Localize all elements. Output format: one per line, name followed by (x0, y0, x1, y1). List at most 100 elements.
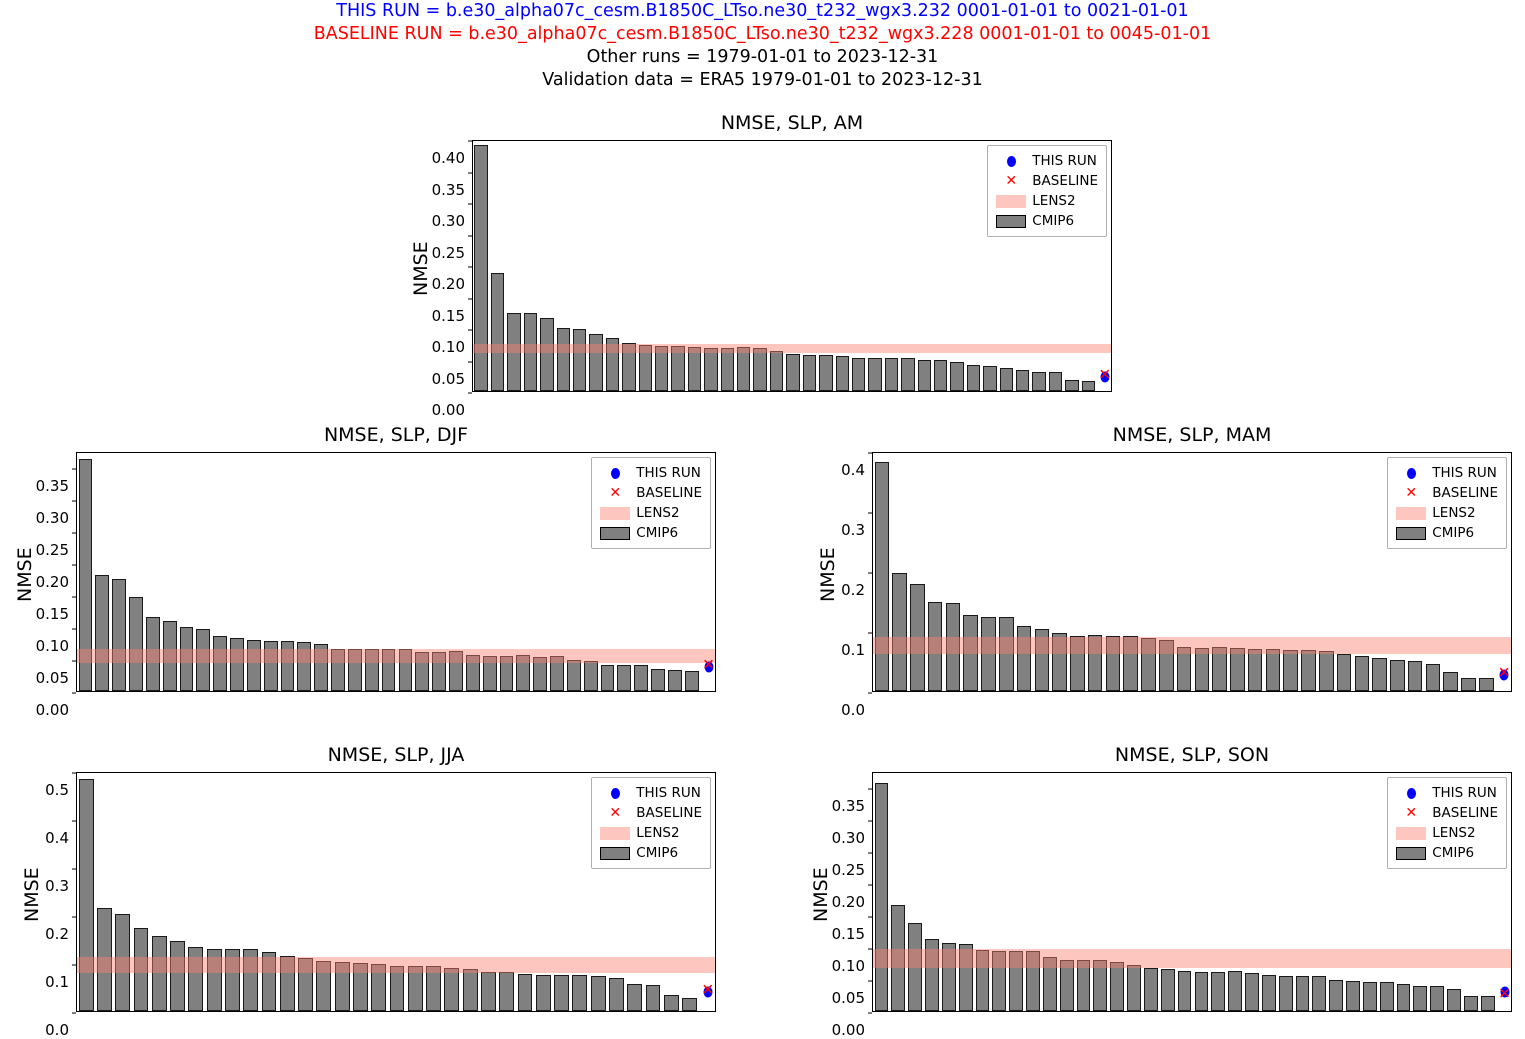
legend-item-lens2[interactable]: LENS2 (598, 503, 702, 523)
cmip6-bar (507, 312, 521, 391)
cmip6-bar (1123, 636, 1139, 691)
y-tick-mark (868, 572, 872, 574)
cmip6-bar (371, 964, 387, 1011)
gray-bar-swatch (598, 846, 632, 860)
legend-item-this-run[interactable]: THIS RUN (598, 463, 702, 483)
cmip6-bar (945, 603, 961, 691)
legend-label: BASELINE (1032, 173, 1098, 189)
y-axis-label-djf: NMSE (14, 547, 36, 602)
cmip6-bar (261, 952, 277, 1011)
y-tick-label: 0.05 (431, 369, 465, 388)
cmip6-bar (566, 660, 581, 691)
legend-label: THIS RUN (1432, 465, 1497, 481)
cmip6-bar (835, 355, 849, 391)
cmip6-bar (802, 355, 817, 391)
cmip6-bar (1312, 976, 1327, 1011)
legend-item-this-run[interactable]: THIS RUN (1394, 783, 1498, 803)
cmip6-bar (1016, 625, 1032, 691)
legend-item-lens2[interactable]: LENS2 (1394, 823, 1498, 843)
cmip6-bar (426, 966, 442, 1011)
legend-item-baseline[interactable]: ✕ BASELINE (994, 171, 1098, 191)
cmip6-bars-djf (77, 453, 715, 691)
pink-band-swatch (1394, 826, 1428, 840)
legend-item-cmip6[interactable]: CMIP6 (994, 211, 1098, 231)
cmip6-bar (145, 616, 160, 691)
plot-area-mam: ✕ THIS RUN ✕ BASELINE LENS2 CMIP6 (872, 452, 1512, 692)
cmip6-bar (1211, 971, 1226, 1011)
legend-item-cmip6[interactable]: CMIP6 (598, 843, 702, 863)
legend-jja: THIS RUN ✕ BASELINE LENS2 CMIP6 (591, 777, 711, 869)
cmip6-bar (490, 273, 505, 391)
cmip6-bar (933, 360, 948, 391)
y-tick-mark (72, 564, 76, 566)
cmip6-bar (617, 665, 632, 691)
legend-son: THIS RUN ✕ BASELINE LENS2 CMIP6 (1387, 777, 1507, 869)
legend-item-baseline[interactable]: ✕ BASELINE (598, 483, 702, 503)
cmip6-bar (95, 575, 110, 691)
legend-item-lens2[interactable]: LENS2 (994, 191, 1098, 211)
cmip6-bar (654, 345, 669, 391)
y-tick-label: 0.30 (831, 829, 865, 847)
legend-item-baseline[interactable]: ✕ BASELINE (1394, 483, 1498, 503)
y-tick-label: 0.20 (831, 893, 865, 911)
legend-label: BASELINE (636, 485, 702, 501)
legend-label: LENS2 (1432, 505, 1476, 521)
legend-item-this-run[interactable]: THIS RUN (1394, 463, 1498, 483)
legend-item-lens2[interactable]: LENS2 (598, 823, 702, 843)
cmip6-bar (687, 346, 702, 391)
cmip6-bar (474, 144, 488, 391)
cmip6-bar (917, 359, 931, 391)
cmip6-bar (206, 949, 222, 1011)
pink-band-swatch (598, 826, 632, 840)
plot-area-am: ✕ THIS RUN ✕ BASELINE LENS2 CMIP6 (472, 140, 1112, 392)
legend-item-cmip6[interactable]: CMIP6 (1394, 523, 1498, 543)
y-tick-label: 0.1 (45, 973, 69, 991)
cmip6-bar (651, 668, 665, 691)
cmip6-bar (892, 572, 907, 691)
cmip6-bar (246, 639, 261, 691)
cmip6-bar (462, 969, 478, 1011)
legend-item-cmip6[interactable]: CMIP6 (598, 523, 702, 543)
cmip6-bar (480, 972, 496, 1011)
plot-area-son: ✕ THIS RUN ✕ BASELINE LENS2 CMIP6 (872, 772, 1512, 1012)
y-tick-mark (72, 820, 76, 822)
y-tick-label: 0.3 (841, 521, 865, 539)
cmip6-bar (1390, 659, 1405, 691)
cmip6-bar (1265, 649, 1281, 691)
cmip6-bar (96, 908, 112, 1011)
cmip6-bar (112, 579, 126, 691)
cmip6-bar (533, 657, 548, 691)
cmip6-bar (1032, 372, 1046, 391)
cmip6-bar (230, 637, 244, 691)
plot-area-jja: ✕ THIS RUN ✕ BASELINE LENS2 CMIP6 (76, 772, 716, 1012)
cmip6-bar (364, 648, 379, 691)
chart-title-djf: NMSE, SLP, DJF (323, 424, 469, 446)
legend-item-lens2[interactable]: LENS2 (1394, 503, 1498, 523)
cmip6-bar (517, 973, 533, 1011)
cmip6-bar (1228, 971, 1242, 1011)
cmip6-bar (589, 333, 603, 391)
legend-djf: THIS RUN ✕ BASELINE LENS2 CMIP6 (591, 457, 711, 549)
legend-item-this-run[interactable]: THIS RUN (994, 151, 1098, 171)
legend-item-cmip6[interactable]: CMIP6 (1394, 843, 1498, 863)
gray-bar-swatch (1394, 526, 1428, 540)
legend-am: THIS RUN ✕ BASELINE LENS2 CMIP6 (987, 145, 1107, 237)
cmip6-bar (925, 938, 939, 1011)
cmip6-bar (1319, 651, 1334, 691)
y-tick-mark (72, 468, 76, 470)
legend-item-baseline[interactable]: ✕ BASELINE (598, 803, 702, 823)
cmip6-bar (868, 357, 882, 391)
cmip6-bar (1425, 664, 1441, 691)
legend-label: CMIP6 (1432, 525, 1475, 541)
y-tick-mark (468, 329, 472, 331)
other-runs-label: Other runs = 1979-01-01 to 2023-12-31 (586, 47, 939, 67)
cmip6-bar (1329, 979, 1344, 1011)
baseline-marker-jja: ✕ (701, 980, 715, 999)
legend-item-baseline[interactable]: ✕ BASELINE (1394, 803, 1498, 823)
legend-item-this-run[interactable]: THIS RUN (598, 783, 702, 803)
cmip6-bar (1230, 647, 1245, 691)
cmip6-bar (196, 628, 211, 691)
cmip6-bar (1059, 959, 1074, 1011)
blue-dot-marker (1394, 467, 1428, 479)
y-tick-mark (468, 235, 472, 237)
